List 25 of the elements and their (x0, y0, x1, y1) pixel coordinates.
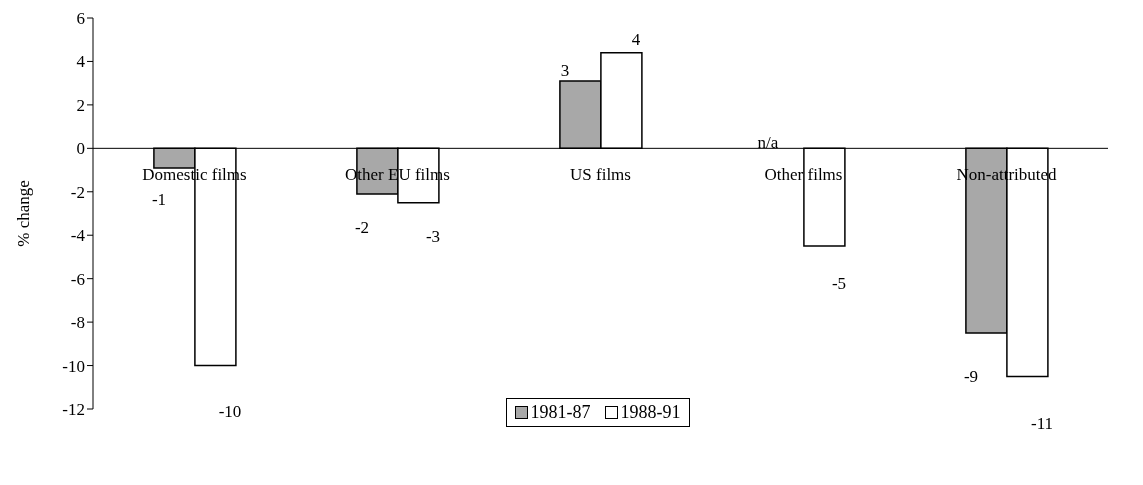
data-label: -9 (963, 367, 979, 387)
y-tick-label: -8 (70, 313, 85, 333)
data-label: 3 (560, 60, 570, 80)
y-tick-label: -10 (62, 356, 85, 376)
y-axis-title: % change (14, 180, 34, 247)
y-tick-label: -2 (70, 182, 85, 202)
data-label: -10 (218, 402, 242, 422)
legend-label: 1988-91 (619, 402, 681, 423)
y-tick-label: 4 (76, 52, 86, 72)
data-label: 4 (631, 30, 641, 50)
y-tick-label: 0 (76, 139, 85, 159)
data-label: -3 (425, 227, 441, 247)
text: n/a (757, 133, 779, 152)
legend-label: 1981-87 (529, 402, 591, 423)
y-tick-label: -6 (70, 269, 85, 289)
data-label: -2 (354, 218, 370, 237)
y-tick-label: -4 (70, 226, 86, 246)
y-tick-label: -12 (62, 400, 85, 420)
y-tick-label: 6 (76, 9, 85, 29)
data-label: -1 (151, 190, 167, 209)
data-label: -11 (1031, 414, 1054, 433)
x-tick-label: Other films (764, 165, 843, 184)
y-tick-label: 2 (76, 95, 85, 115)
x-tick-label: US films (570, 165, 631, 184)
data-label: -5 (831, 274, 847, 293)
